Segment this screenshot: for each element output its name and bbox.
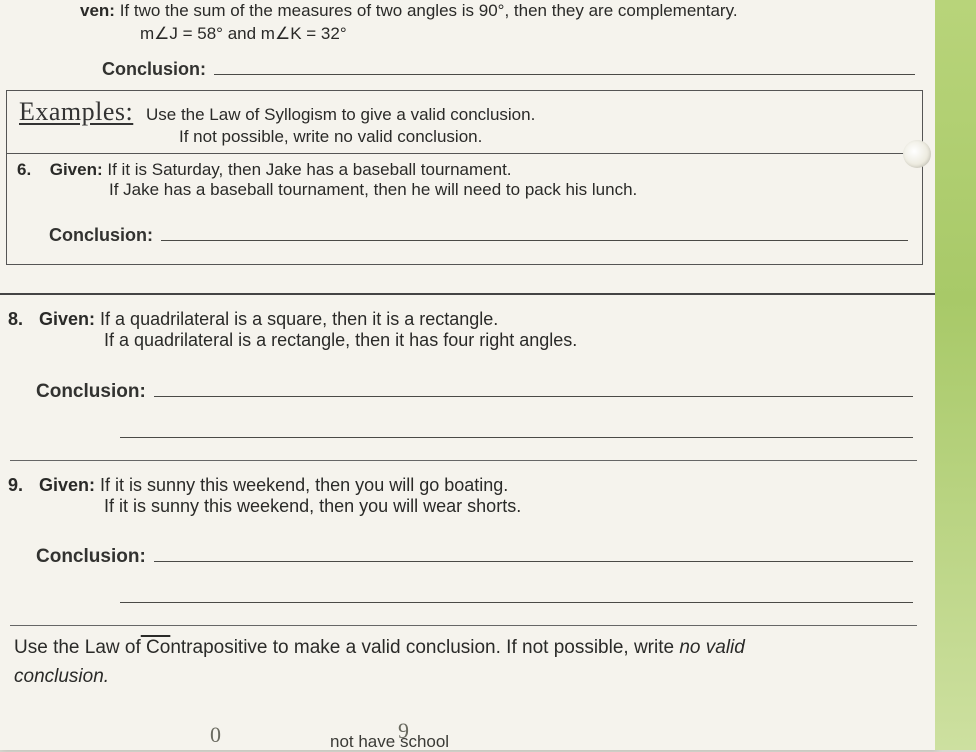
question-8: 8. Given: If a quadrilateral is a square… xyxy=(0,295,935,351)
conclusion-label: Conclusion: xyxy=(102,59,206,80)
q9-given-text-1: If it is sunny this weekend, then you wi… xyxy=(100,475,508,495)
examples-header-row: Examples: Use the Law of Syllogism to gi… xyxy=(7,91,922,154)
q9-given-text-2: If it is sunny this weekend, then you wi… xyxy=(8,496,915,517)
q9-line1: 9. Given: If it is sunny this weekend, t… xyxy=(8,475,915,496)
top-given-line: ven: If two the sum of the measures of t… xyxy=(80,0,915,23)
q6-given-text-2: If Jake has a baseball tournament, then … xyxy=(17,180,908,200)
given-label-fragment: ven: xyxy=(80,1,115,20)
q9-conclusion-row: Conclusion: xyxy=(0,545,935,569)
top-given-math: m∠J = 58° and m∠K = 32° xyxy=(80,23,915,46)
examples-heading: Examples: xyxy=(19,97,133,126)
q6-given-label: Given: xyxy=(50,160,103,179)
q8-given-label: Given: xyxy=(39,309,95,329)
top-conclusion-row: Conclusion: xyxy=(80,58,915,81)
q6-given-text-1: If it is Saturday, then Jake has a baseb… xyxy=(107,160,511,179)
blank-line xyxy=(154,379,913,397)
q8-conclusion-row: Conclusion: xyxy=(0,379,935,403)
top-problem: ven: If two the sum of the measures of t… xyxy=(0,0,935,80)
green-background-edge xyxy=(935,0,976,750)
contra-text-over: Co xyxy=(141,637,171,658)
conclusion-label: Conclusion: xyxy=(49,225,153,246)
paper-hole-icon xyxy=(903,140,931,168)
blank-line xyxy=(214,58,915,76)
q9-given-label: Given: xyxy=(39,475,95,495)
q6-line1: 6. Given: If it is Saturday, then Jake h… xyxy=(17,160,908,180)
blank-line xyxy=(154,545,913,563)
question-9: 9. Given: If it is sunny this weekend, t… xyxy=(0,461,935,517)
conclusion-label: Conclusion: xyxy=(36,381,146,403)
question-6: 6. Given: If it is Saturday, then Jake h… xyxy=(7,154,922,264)
worksheet-page: ven: If two the sum of the measures of t… xyxy=(0,0,935,750)
blank-line xyxy=(161,222,908,241)
contra-text-italic: no valid xyxy=(679,637,745,658)
contrapositive-instruction: Use the Law of Contrapositive to make a … xyxy=(0,626,935,691)
top-given-text: If two the sum of the measures of two an… xyxy=(120,1,738,20)
q8-number: 8. xyxy=(8,309,34,330)
contra-text-a: Use the Law of xyxy=(14,637,141,658)
examples-instruction-1: Use the Law of Syllogism to give a valid… xyxy=(138,105,535,124)
cutoff-text: not have school xyxy=(330,732,449,752)
examples-box: Examples: Use the Law of Syllogism to gi… xyxy=(6,90,923,265)
handwritten-zero: 0 xyxy=(210,722,221,748)
q8-line1: 8. Given: If a quadrilateral is a square… xyxy=(8,309,915,330)
q9-number: 9. xyxy=(8,475,34,496)
conclusion-label: Conclusion: xyxy=(36,546,146,568)
q6-number: 6. xyxy=(17,160,45,180)
q8-given-text-2: If a quadrilateral is a rectangle, then … xyxy=(8,330,915,351)
extra-blank-line xyxy=(120,437,913,438)
examples-instruction-2: If not possible, write no valid conclusi… xyxy=(19,127,908,147)
contra-text-c: conclusion. xyxy=(14,666,109,687)
contra-text-b: ntrapositive to make a valid conclusion.… xyxy=(170,637,679,658)
q6-conclusion-row: Conclusion: xyxy=(17,222,908,246)
extra-blank-line-2 xyxy=(120,602,913,603)
q8-given-text-1: If a quadrilateral is a square, then it … xyxy=(100,309,498,329)
